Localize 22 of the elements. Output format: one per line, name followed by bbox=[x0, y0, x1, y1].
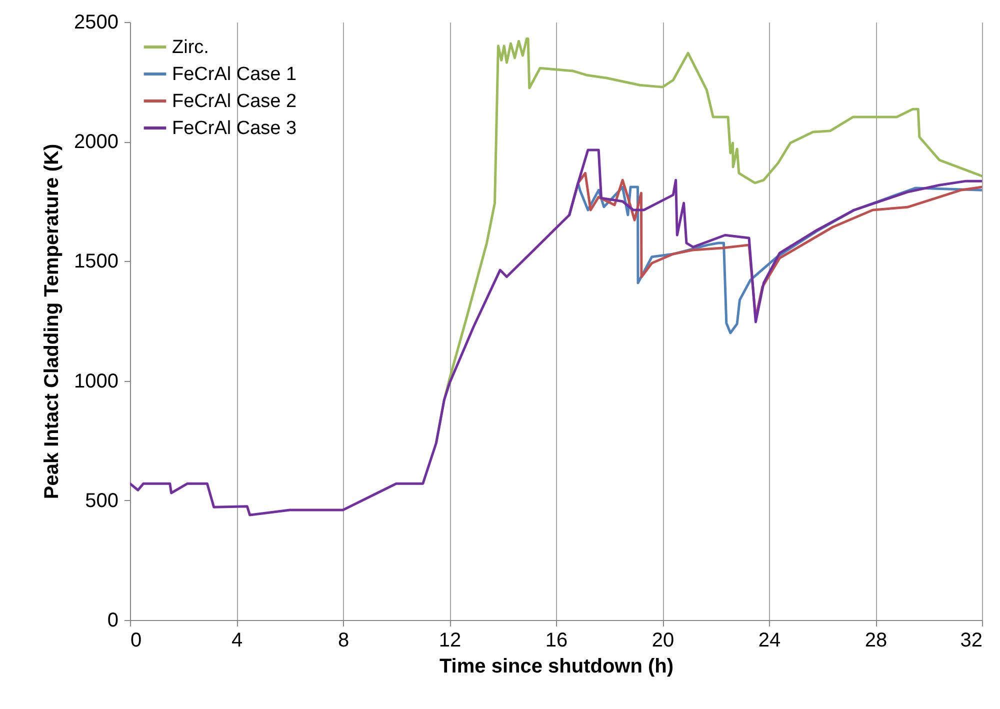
x-tick-label: 0 bbox=[130, 630, 142, 652]
legend-label: Zirc. bbox=[172, 37, 209, 58]
x-axis-title: Time since shutdown (h) bbox=[439, 656, 674, 678]
y-tick-label: 500 bbox=[85, 490, 118, 512]
x-tick-label: 12 bbox=[438, 630, 462, 652]
y-axis-title: Peak Intact Cladding Temperature (K) bbox=[41, 144, 64, 500]
x-tick-label: 16 bbox=[545, 630, 568, 652]
legend-label: FeCrAl Case 3 bbox=[172, 118, 297, 139]
legend-label: FeCrAl Case 1 bbox=[172, 64, 297, 85]
y-tick-label: 2000 bbox=[74, 131, 118, 154]
x-tick-label: 32 bbox=[960, 630, 982, 652]
y-tick-label: 1000 bbox=[74, 370, 118, 392]
x-tick-label: 4 bbox=[231, 630, 243, 652]
y-tick-label: 2500 bbox=[74, 12, 118, 34]
line-series bbox=[130, 148, 982, 516]
y-tick-label: 1500 bbox=[74, 250, 118, 273]
x-tick-label: 24 bbox=[758, 630, 781, 652]
x-tick-label: 8 bbox=[338, 630, 350, 652]
x-tick-label: 28 bbox=[864, 630, 888, 652]
legend-label: FeCrAl Case 2 bbox=[172, 91, 297, 112]
x-tick-label: 20 bbox=[652, 630, 674, 652]
y-tick-label: 0 bbox=[107, 610, 118, 632]
